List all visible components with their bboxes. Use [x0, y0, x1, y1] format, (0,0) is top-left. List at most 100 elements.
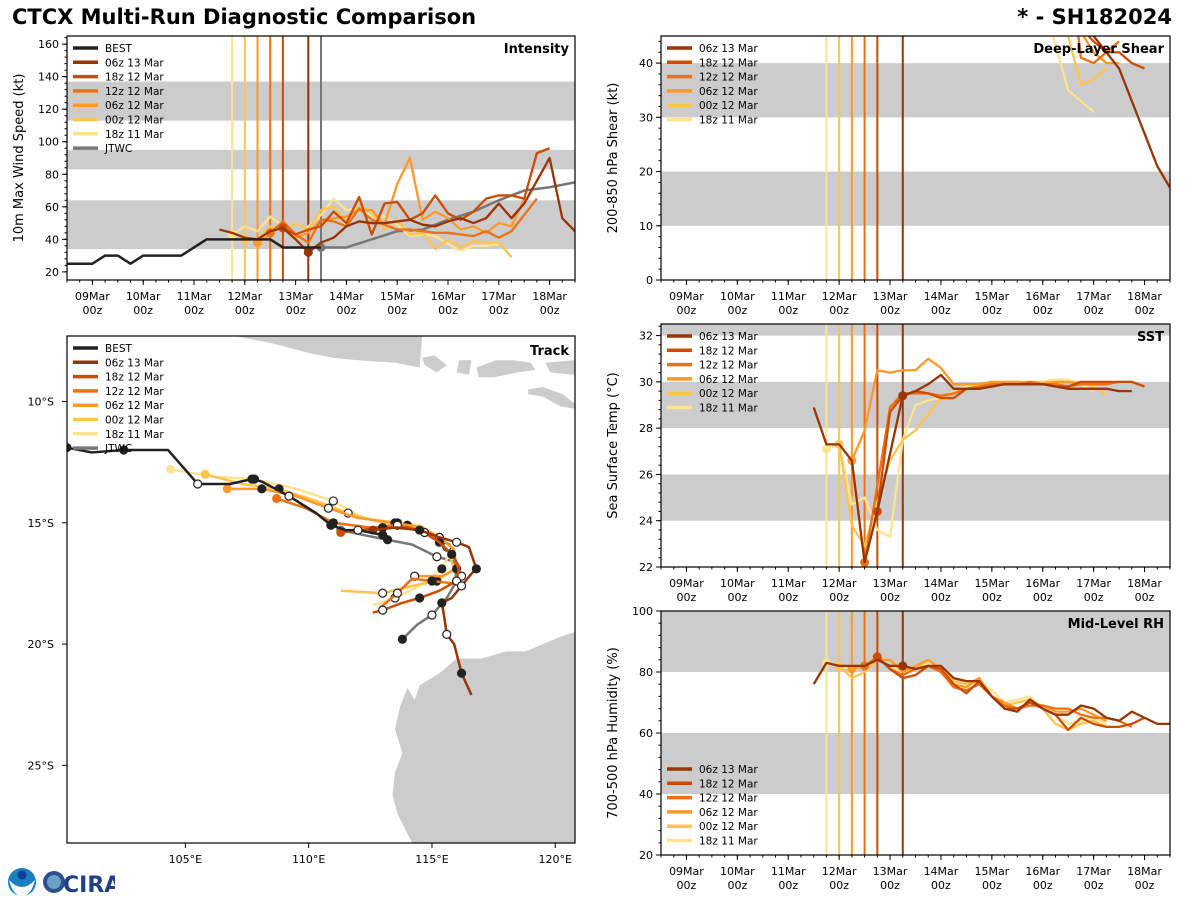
x-tick-label-date: 12Mar — [822, 865, 857, 878]
x-tick-label-hour: 00z — [982, 879, 1002, 892]
legend-label: 00z 12 Mar — [105, 415, 164, 427]
track-filled-marker — [437, 598, 447, 608]
track-open-marker — [378, 605, 388, 615]
legend-label: 06z 12 Mar — [105, 400, 164, 412]
x-tick-label-hour: 00z — [1033, 304, 1053, 317]
legend-label: 06z 12 Mar — [105, 100, 164, 112]
x-tick-label-hour: 00z — [540, 304, 560, 317]
x-tick-label-date: 15Mar — [974, 865, 1009, 878]
series-line-12z-12-Mar — [1077, 36, 1120, 65]
series-line-18z-11-Mar — [1051, 36, 1095, 113]
legend-label: 18z 11 Mar — [699, 115, 758, 127]
legend-label: 18z 12 Mar — [699, 778, 758, 790]
threshold-band — [661, 733, 1170, 794]
x-tick-label-date: 11Mar — [177, 290, 212, 303]
x-tick-label-hour: 00z — [286, 304, 306, 317]
series-line-BEST — [67, 238, 321, 265]
init-marker-06z-13-Mar — [898, 391, 908, 401]
legend-label: JTWC — [104, 143, 132, 155]
track-filled-marker — [378, 530, 388, 540]
panel-sst: 22242628303209Mar00z10Mar00z11Mar00z12Ma… — [606, 323, 1171, 604]
legend-label: 06z 12 Mar — [699, 86, 758, 98]
y-tick-label: 32 — [639, 330, 653, 343]
legend-label: 12z 12 Mar — [699, 793, 758, 805]
y-tick-label: 0 — [646, 274, 653, 287]
y-tick-label: 20 — [639, 166, 653, 179]
y-tick-label: 100 — [632, 605, 653, 618]
x-tick-label-hour: 00z — [880, 304, 900, 317]
legend-label: 18z 12 Mar — [105, 72, 164, 84]
x-tick-label-date: 09Mar — [75, 290, 110, 303]
track-open-marker — [284, 491, 294, 501]
x-tick-label-hour: 00z — [880, 879, 900, 892]
legend-label: 06z 13 Mar — [699, 764, 758, 776]
x-tick-label-hour: 00z — [1135, 591, 1155, 604]
y-tick-label: 30 — [639, 376, 653, 389]
y-tick-label: 22 — [639, 561, 653, 574]
x-tick-label-hour: 00z — [727, 879, 747, 892]
track-start-marker — [272, 494, 282, 504]
series-line-18z-12-Mar — [876, 655, 1146, 732]
map-area — [67, 336, 575, 843]
x-tick-label-hour: 00z — [778, 879, 798, 892]
x-tick-label-hour: 00z — [829, 304, 849, 317]
track-open-marker — [193, 479, 203, 489]
y-tick-label: 20 — [639, 849, 653, 862]
legend-label: 06z 13 Mar — [105, 57, 164, 69]
y-tick-label: 40 — [639, 788, 653, 801]
legend-label: 12z 12 Mar — [699, 360, 758, 372]
init-marker-06z-13-Mar — [898, 661, 908, 671]
x-tick-label-date: 14Mar — [924, 865, 959, 878]
x-tick-label-date: 16Mar — [1025, 290, 1060, 303]
plot-area — [661, 611, 1170, 855]
y-axis-label: 700-500 hPa Humidity (%) — [606, 647, 621, 819]
x-tick-label-hour: 00z — [489, 304, 509, 317]
track-line-JTWC — [340, 528, 458, 641]
noaa-logo-icon — [8, 868, 36, 896]
y-tick-label: 60 — [639, 727, 653, 740]
track-open-marker — [353, 525, 363, 535]
x-tick-label-date: 12Mar — [822, 577, 857, 590]
y-tick-label: 100 — [38, 136, 59, 149]
legend-label: 12z 12 Mar — [105, 386, 164, 398]
lon-tick-label: 120°E — [539, 853, 572, 866]
panel-title: Mid-Level RH — [1068, 617, 1164, 632]
lat-tick-label: 20°S — [28, 638, 54, 651]
x-tick-label-date: 18Mar — [1127, 577, 1162, 590]
figure-title: CTCX Multi-Run Diagnostic Comparison — [12, 5, 477, 29]
legend-label: 00z 12 Mar — [699, 388, 758, 400]
track-start-marker — [166, 464, 176, 474]
series-line-00z-12-Mar — [1067, 36, 1108, 86]
x-tick-label-date: 11Mar — [771, 865, 806, 878]
legend-label: 06z 12 Mar — [699, 374, 758, 386]
track-open-marker — [442, 629, 452, 639]
y-tick-label: 10 — [639, 220, 653, 233]
y-axis-label: 200-850 hPa Shear (kt) — [606, 83, 621, 234]
track-open-marker — [432, 552, 442, 562]
x-tick-label-date: 14Mar — [329, 290, 364, 303]
y-tick-label: 160 — [38, 38, 59, 51]
x-tick-label-hour: 00z — [1084, 304, 1104, 317]
legend-label: 18z 11 Mar — [699, 836, 758, 848]
series-line-06z-13-Mar — [812, 658, 1170, 725]
track-filled-marker — [456, 668, 467, 678]
track-filled-marker — [119, 445, 129, 455]
track-open-marker — [328, 496, 338, 506]
cira-logo-icon: CIRA — [43, 871, 115, 898]
x-tick-label-date: 13Mar — [278, 290, 313, 303]
y-tick-label: 60 — [45, 201, 59, 214]
y-tick-label: 120 — [38, 103, 59, 116]
init-marker-18z-12-Mar — [872, 652, 882, 662]
panel-track: 105°E 110°E 115°E 120°E 10°S 15°S 20°S 25°S Trac… — [28, 335, 576, 866]
x-tick-label-date: 13Mar — [873, 290, 908, 303]
track-filled-marker — [415, 593, 425, 603]
legend-label: BEST — [105, 43, 133, 55]
x-tick-label-hour: 00z — [1135, 304, 1155, 317]
panel-shear: 01020304009Mar00z10Mar00z11Mar00z12Mar00… — [606, 35, 1171, 317]
y-tick-label: 80 — [639, 666, 653, 679]
java-land — [234, 336, 423, 368]
x-tick-label-hour: 00z — [1135, 879, 1155, 892]
series-line-18z-12-Mar — [1087, 36, 1146, 70]
legend: BEST 06z 13 Mar 18z 12 Mar 12z 12 Mar 06z 12… — [73, 43, 164, 155]
x-tick-label-hour: 00z — [337, 304, 357, 317]
